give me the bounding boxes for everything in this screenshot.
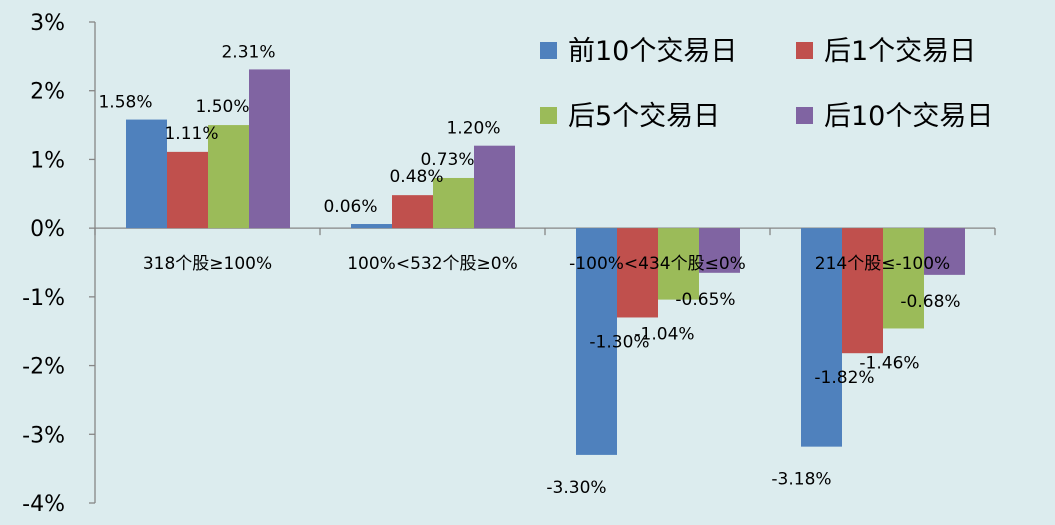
data-label-3-4: -1.46%: [859, 353, 919, 373]
bar-1-1: [126, 119, 167, 229]
bar-1-4: [801, 228, 842, 447]
y-tick-label: -1%: [22, 286, 65, 311]
data-label-4-3: -0.65%: [675, 290, 735, 310]
y-tick-label: 1%: [30, 148, 65, 173]
bar-2-3: [617, 228, 658, 318]
data-label-1-4: -3.18%: [771, 470, 831, 490]
bars: [126, 69, 965, 455]
data-label-2-4: -1.82%: [814, 368, 874, 388]
data-label-3-3: -1.04%: [634, 325, 694, 345]
category-label-3: -100%<434个股≤0%: [569, 254, 746, 274]
data-label-2-3: -1.30%: [589, 332, 649, 352]
bar-1-2: [351, 224, 392, 229]
bar-2-1: [167, 151, 208, 229]
data-label-1-1: 1.58%: [98, 93, 152, 113]
category-labels: 318个股≥100% 100%<532个股≥0% -100%<434个股≤0% 214…: [143, 254, 950, 274]
data-label-2-2: 0.48%: [389, 167, 443, 187]
category-label-1: 318个股≥100%: [143, 254, 272, 274]
bar-3-1: [208, 125, 249, 229]
data-label-4-1: 2.31%: [221, 42, 275, 62]
bar-4-4: [924, 228, 965, 275]
legend-label-3: 后5个交易日: [568, 101, 720, 132]
y-tick-label: 3%: [30, 11, 65, 36]
bar-4-3: [699, 228, 740, 273]
axes: 3% 2% 1% 0% -1% -2% -3% -4%: [22, 11, 996, 517]
legend-swatch-2: [796, 42, 813, 59]
bar-3-4: [883, 228, 924, 329]
legend-label-2: 后1个交易日: [824, 36, 976, 67]
category-label-2: 100%<532个股≥0%: [347, 254, 518, 274]
bar-3-2: [433, 177, 474, 229]
y-tick-label: -2%: [22, 355, 65, 380]
data-label-3-2: 0.73%: [420, 150, 474, 170]
category-label-4: 214个股≤-100%: [815, 254, 950, 274]
legend-swatch-3: [540, 107, 557, 124]
data-label-1-2: 0.06%: [323, 197, 377, 217]
y-tick-label: 0%: [30, 217, 65, 242]
y-tick-label: -4%: [22, 492, 65, 517]
y-tick-label: -3%: [22, 423, 65, 448]
legend-label-1: 前10个交易日: [568, 36, 737, 67]
bar-3-3: [658, 228, 699, 300]
y-tick-label: 2%: [30, 80, 65, 105]
legend-swatch-1: [540, 42, 557, 59]
data-label-4-2: 1.20%: [446, 119, 500, 139]
bar-4-2: [474, 145, 515, 229]
bar-1-3: [576, 228, 617, 455]
bar-4-1: [249, 69, 290, 229]
legend-swatch-4: [796, 107, 813, 124]
data-label-2-1: 1.11%: [164, 124, 218, 144]
data-label-3-1: 1.50%: [195, 97, 249, 117]
bar-2-2: [392, 195, 433, 229]
legend-label-4: 后10个交易日: [824, 101, 993, 132]
data-label-1-3: -3.30%: [546, 478, 606, 498]
data-labels: 1.58%0.06%-3.30% -3.18%1.11%0.48%-1.30%-1…: [98, 42, 960, 497]
bar-2-4: [842, 228, 883, 354]
data-label-4-4: -0.68%: [900, 292, 960, 312]
